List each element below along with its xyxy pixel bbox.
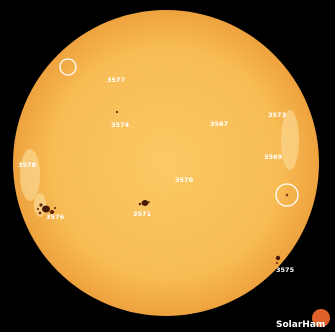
- solar-disk: [13, 10, 319, 316]
- sun-logo-icon: [312, 309, 330, 327]
- region-label: 3570: [175, 176, 194, 184]
- sunspot-group-3571: [138, 200, 150, 206]
- region-label: 3576: [46, 213, 65, 221]
- region-label: 3571: [133, 210, 152, 218]
- sunspot: [285, 193, 289, 197]
- logo-text: SolarHam: [276, 320, 325, 330]
- region-label: 3574: [111, 121, 130, 129]
- solarham-logo: SolarHam: [276, 309, 330, 330]
- region-label: 3575: [276, 266, 295, 274]
- region-label: 3569: [264, 153, 283, 161]
- marked-region-circle: [59, 58, 77, 76]
- sunspot-group-3575: [275, 255, 281, 265]
- region-label: 3578: [18, 161, 37, 169]
- faculae: [20, 110, 299, 217]
- region-label: 3567: [210, 120, 228, 128]
- region-label: 3577: [107, 76, 125, 84]
- region-label: 3573: [268, 111, 286, 119]
- sunspot: [115, 110, 119, 114]
- marked-region-circle: [275, 183, 299, 207]
- sunspot-group-3576: [36, 203, 57, 215]
